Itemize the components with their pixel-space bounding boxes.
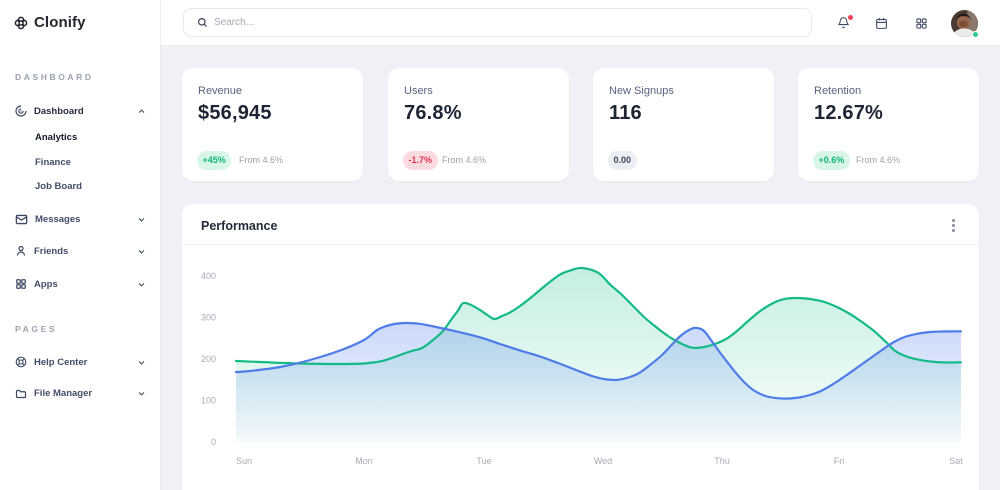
svg-text:Wed: Wed [594,456,612,466]
svg-text:Thu: Thu [714,456,730,466]
svg-text:Fri: Fri [834,456,845,466]
svg-text:Mon: Mon [355,456,373,466]
svg-text:Sat: Sat [949,456,963,466]
svg-text:200: 200 [201,354,216,364]
svg-text:0: 0 [211,437,216,447]
svg-text:Tue: Tue [476,456,491,466]
svg-text:300: 300 [201,313,216,323]
svg-text:Sun: Sun [236,456,252,466]
svg-text:100: 100 [201,396,216,406]
svg-text:400: 400 [201,271,216,281]
